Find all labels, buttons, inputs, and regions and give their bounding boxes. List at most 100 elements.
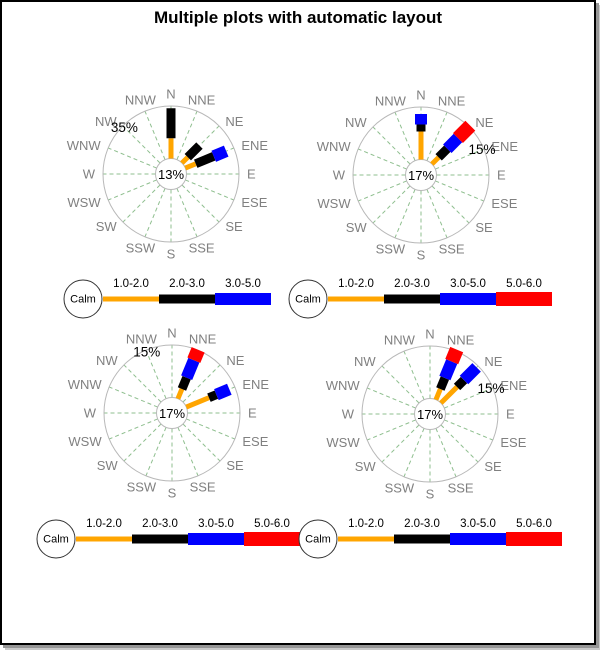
grid-spoke — [186, 418, 236, 440]
wind-bar-segment-NE — [180, 155, 190, 165]
direction-label-SE: SE — [226, 458, 244, 473]
calm-pct-label: 17% — [408, 168, 434, 183]
legend-bin-swatch — [244, 532, 300, 546]
wind-bar-segment-NNE — [445, 346, 464, 365]
direction-label-NE: NE — [225, 114, 243, 129]
grid-spoke — [394, 111, 416, 161]
legend-bin-swatch — [384, 294, 440, 304]
wind-bar-segment-NE — [443, 133, 463, 153]
wind-bar-segment-NE — [459, 363, 481, 385]
direction-label-S: S — [426, 487, 435, 502]
direction-label-SSE: SSE — [189, 240, 215, 255]
legend-bin-label: 2.0-3.0 — [142, 518, 178, 530]
wind-bar-segment-NE — [452, 120, 476, 144]
grid-spoke — [366, 387, 416, 409]
legend-calm-circle — [298, 519, 338, 559]
grid-spoke — [144, 188, 166, 238]
direction-label-WNW: WNW — [67, 138, 102, 153]
grid-spoke — [108, 418, 158, 440]
legend-bin-swatch — [188, 533, 244, 545]
grid-spoke — [181, 184, 220, 223]
direction-label-NW: NW — [354, 354, 376, 369]
direction-label-W: W — [333, 168, 346, 183]
grid-spoke — [431, 185, 470, 224]
outer-circle — [103, 344, 241, 482]
direction-label-WNW: WNW — [326, 378, 361, 393]
direction-label-ESE: ESE — [491, 196, 517, 211]
direction-label-NNE: NNE — [189, 332, 217, 347]
grid-spoke — [145, 349, 167, 399]
grid-spoke — [444, 419, 494, 441]
legend-bin-label: 5.0-6.0 — [506, 278, 542, 290]
direction-label-WNW: WNW — [317, 139, 352, 154]
direction-label-N: N — [166, 87, 175, 102]
direction-label-NW: NW — [96, 353, 118, 368]
direction-label-S: S — [417, 248, 426, 263]
scale-pct-label: 15% — [477, 381, 504, 396]
legend-bin-label: 3.0-5.0 — [198, 518, 234, 530]
direction-label-NNW: NNW — [375, 94, 407, 109]
wind-bar-segment-ENE — [207, 390, 219, 402]
legend-bin-swatch — [496, 292, 552, 306]
wind-bar-segment-NE — [453, 376, 468, 391]
grid-spoke — [107, 179, 157, 201]
wind-bar-segment-NNE — [433, 388, 443, 401]
grid-spoke — [182, 364, 221, 403]
wind-bar-segment-NNE — [175, 388, 185, 400]
direction-label-ENE: ENE — [491, 139, 518, 154]
outer-circle — [352, 106, 490, 244]
grid-spoke — [381, 424, 420, 463]
legend-bin-label: 1.0-2.0 — [338, 278, 374, 290]
wind-bar-segment-NE — [184, 142, 203, 161]
legend-bin-swatch — [159, 294, 215, 304]
wind-bar-segment-NE — [439, 385, 459, 405]
windrose-top-right: N NNE NE ENE E ESE SE SSE S SSW SW WSW W WNW NW NNW 17% 1… — [317, 88, 519, 263]
grid-spoke — [403, 350, 425, 400]
direction-label-SSE: SSE — [190, 479, 216, 494]
legend-bin-swatch — [215, 293, 271, 305]
grid-spoke — [123, 364, 162, 403]
legend-bin-label: 2.0-3.0 — [404, 518, 440, 530]
grid-spoke — [440, 424, 479, 463]
figure-title: Multiple plots with automatic layout — [153, 8, 443, 27]
grid-spoke — [403, 428, 425, 478]
direction-label-NNW: NNW — [125, 93, 157, 108]
legend-calm-circle — [63, 279, 103, 319]
legend-bin-swatch — [132, 534, 188, 544]
grid-spoke — [123, 423, 162, 462]
direction-label-E: E — [497, 168, 506, 183]
legend-calm-circle — [36, 519, 76, 559]
legend-bin-swatch — [394, 534, 450, 544]
direction-label-W: W — [84, 406, 97, 421]
legend-bin-swatch — [76, 536, 132, 542]
calm-pct-label: 17% — [417, 407, 443, 422]
wind-bar-segment-NNE — [439, 359, 458, 381]
direction-label-ESE: ESE — [241, 195, 267, 210]
scale-pct-label: 35% — [111, 120, 138, 135]
direction-label-WNW: WNW — [68, 377, 103, 392]
wind-bar-segment-NE — [430, 155, 441, 166]
legend-bin-swatch — [450, 533, 506, 545]
calm-circle — [414, 398, 446, 430]
direction-label-SSW: SSW — [126, 240, 156, 255]
direction-label-SSW: SSW — [127, 479, 157, 494]
legend-calm-circle — [288, 279, 328, 319]
direction-label-NE: NE — [484, 354, 502, 369]
outer-circle — [361, 345, 499, 483]
direction-label-SSW: SSW — [385, 480, 415, 495]
calm-pct-label: 13% — [158, 167, 184, 182]
grid-spoke — [435, 148, 485, 170]
direction-label-ESE: ESE — [242, 434, 268, 449]
direction-label-SSE: SSE — [448, 480, 474, 495]
windrose-bottom-left: N NNE NE ENE E ESE SE SSE S SSW SW WSW W WNW NW NNW 17% 1… — [68, 326, 270, 501]
legend-bin-label: 3.0-5.0 — [450, 278, 486, 290]
windrose-bottom-right: N NNE NE ENE E ESE SE SSE S SSW SW WSW W WNW NW NNW 17% 1… — [326, 327, 528, 502]
legend-bin-label: 1.0-2.0 — [113, 278, 149, 290]
direction-label-ENE: ENE — [500, 378, 527, 393]
wind-bar-segment-ENE — [184, 161, 197, 171]
wind-bar-segment-ENE — [214, 383, 232, 401]
legend-bin-label: 5.0-6.0 — [516, 518, 552, 530]
direction-label-WSW: WSW — [317, 196, 351, 211]
